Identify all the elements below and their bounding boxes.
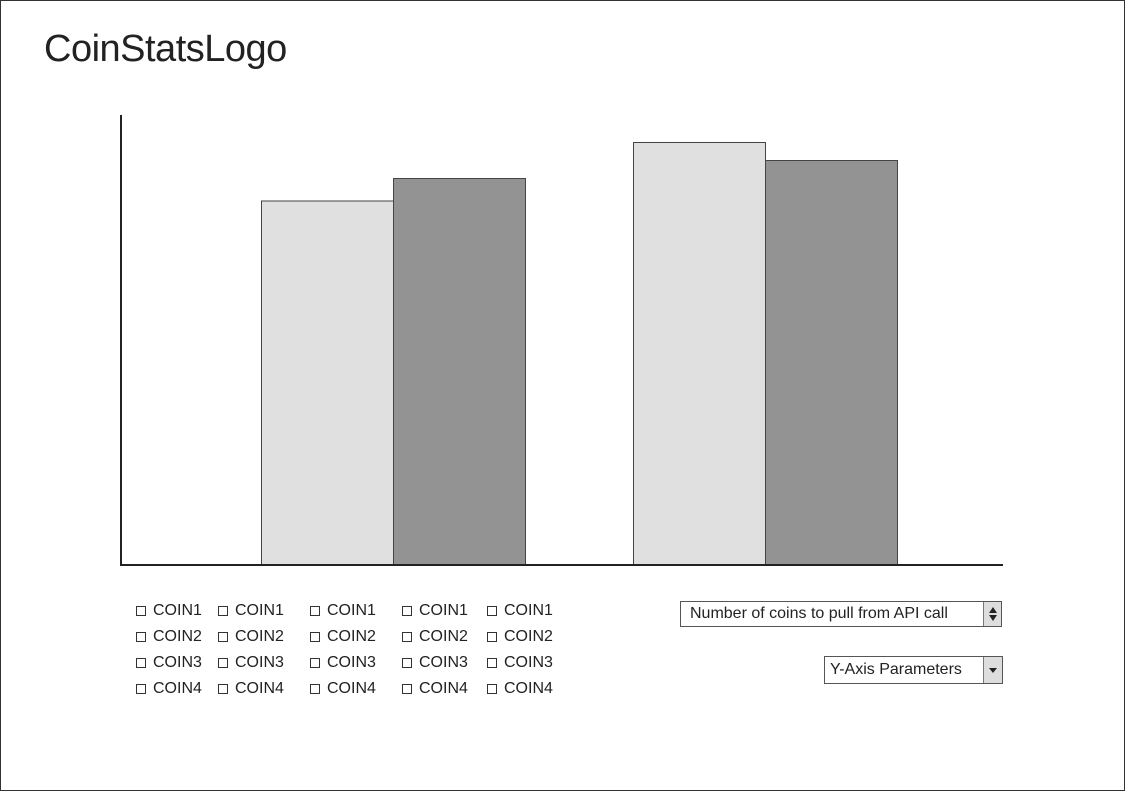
coin-checkbox-label: COIN1: [504, 602, 553, 619]
checkbox-icon[interactable]: [310, 606, 320, 616]
bar-group1-series2: [393, 178, 526, 566]
coin-checkbox-item[interactable]: COIN2: [218, 626, 284, 648]
coin-checkbox-item[interactable]: COIN1: [218, 600, 284, 622]
coin-checkbox-label: COIN3: [153, 654, 202, 671]
coin-checkbox-label: COIN3: [419, 654, 468, 671]
coin-checkbox-item[interactable]: COIN3: [136, 652, 202, 674]
coin-checkbox-item[interactable]: COIN1: [487, 600, 553, 622]
checkbox-icon[interactable]: [310, 632, 320, 642]
app-logo: CoinStatsLogo: [44, 28, 287, 70]
bar-group2-series2: [765, 160, 898, 566]
bar-group2-series1: [633, 142, 766, 566]
checkbox-icon[interactable]: [402, 606, 412, 616]
coin-checkbox-item[interactable]: COIN4: [218, 678, 284, 700]
coin-checkbox-label: COIN1: [419, 602, 468, 619]
coin-checkbox-label: COIN3: [235, 654, 284, 671]
checkbox-icon[interactable]: [402, 684, 412, 694]
y-axis-parameters-label: Y-Axis Parameters: [830, 661, 962, 678]
checkbox-icon[interactable]: [218, 632, 228, 642]
coin-checkbox-item[interactable]: COIN3: [487, 652, 553, 674]
coin-checkbox-label: COIN2: [327, 628, 376, 645]
coin-checkbox-item[interactable]: COIN2: [310, 626, 376, 648]
coin-checkbox-item[interactable]: COIN3: [218, 652, 284, 674]
coin-checkbox-label: COIN1: [235, 602, 284, 619]
coin-checkbox-item[interactable]: COIN1: [136, 600, 202, 622]
checkbox-icon[interactable]: [136, 684, 146, 694]
coin-checkbox-label: COIN3: [327, 654, 376, 671]
coin-checkbox-item[interactable]: COIN1: [310, 600, 376, 622]
checkbox-icon[interactable]: [487, 606, 497, 616]
coin-checkbox-item[interactable]: COIN4: [136, 678, 202, 700]
coin-checkbox-label: COIN4: [419, 680, 468, 697]
coin-checkbox-label: COIN4: [235, 680, 284, 697]
coin-checkbox-item[interactable]: COIN3: [310, 652, 376, 674]
checkbox-icon[interactable]: [487, 632, 497, 642]
checkbox-icon[interactable]: [487, 658, 497, 668]
coin-checkbox-item[interactable]: COIN2: [487, 626, 553, 648]
up-down-stepper-icon[interactable]: [983, 602, 1001, 626]
y-axis-parameters-select[interactable]: Y-Axis Parameters: [824, 656, 1003, 684]
coin-checkbox-label: COIN1: [153, 602, 202, 619]
coin-checkbox-item[interactable]: COIN4: [402, 678, 468, 700]
checkbox-icon[interactable]: [218, 684, 228, 694]
coin-checkbox-label: COIN2: [235, 628, 284, 645]
checkbox-icon[interactable]: [310, 658, 320, 668]
bar-group1-series1: [261, 200, 394, 566]
coin-checkbox-item[interactable]: COIN4: [487, 678, 553, 700]
coin-checkbox-item[interactable]: COIN2: [136, 626, 202, 648]
coin-checkbox-label: COIN4: [153, 680, 202, 697]
coin-checkbox-item[interactable]: COIN1: [402, 600, 468, 622]
coin-checkbox-item[interactable]: COIN4: [310, 678, 376, 700]
checkbox-icon[interactable]: [487, 684, 497, 694]
coin-checkbox-label: COIN2: [153, 628, 202, 645]
coin-checkbox-item[interactable]: COIN2: [402, 626, 468, 648]
coin-checkbox-label: COIN1: [327, 602, 376, 619]
coin-count-select[interactable]: Number of coins to pull from API call: [680, 601, 1002, 627]
checkbox-icon[interactable]: [136, 606, 146, 616]
coin-checkbox-item[interactable]: COIN3: [402, 652, 468, 674]
checkbox-icon[interactable]: [136, 658, 146, 668]
coin-checkbox-label: COIN3: [504, 654, 553, 671]
coin-checkbox-label: COIN4: [327, 680, 376, 697]
checkbox-icon[interactable]: [218, 606, 228, 616]
coin-checkbox-label: COIN2: [504, 628, 553, 645]
checkbox-icon[interactable]: [218, 658, 228, 668]
checkbox-icon[interactable]: [310, 684, 320, 694]
dropdown-arrow-icon[interactable]: [983, 657, 1002, 683]
coin-checkbox-label: COIN2: [419, 628, 468, 645]
coin-checkbox-label: COIN4: [504, 680, 553, 697]
checkbox-icon[interactable]: [136, 632, 146, 642]
coin-count-label: Number of coins to pull from API call: [690, 605, 948, 622]
checkbox-icon[interactable]: [402, 658, 412, 668]
checkbox-icon[interactable]: [402, 632, 412, 642]
